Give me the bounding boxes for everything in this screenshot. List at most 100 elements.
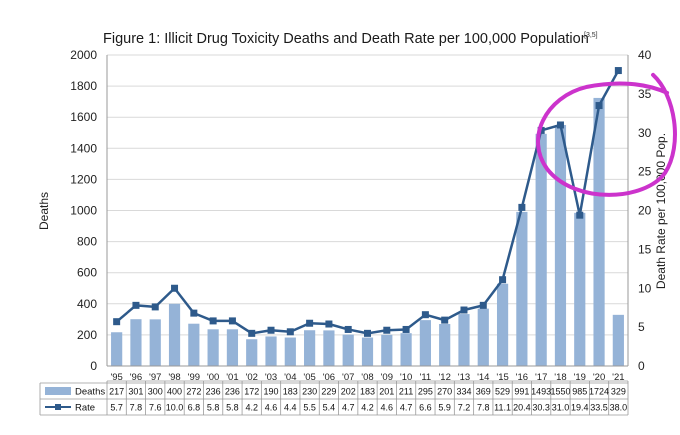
bar <box>149 319 161 366</box>
rate-point <box>364 329 371 337</box>
table-cell-deaths: 334 <box>456 387 471 397</box>
x-tick-label: '05 <box>303 372 315 383</box>
table-cell-rate: 31.0 <box>552 403 570 413</box>
y-right-tick-label: 15 <box>638 242 652 256</box>
x-tick-label: '03 <box>265 372 277 383</box>
table-cell-deaths: 230 <box>302 387 317 397</box>
y-left-tick-label: 1800 <box>70 79 97 93</box>
table-cell-rate: 19.4 <box>571 403 589 413</box>
rate-point <box>171 284 179 292</box>
x-tick-label: '95 <box>110 372 122 383</box>
bar <box>130 319 142 366</box>
rate-point <box>402 325 410 333</box>
y-axis-right-title: Death Rate per 100,000 Pop. <box>654 133 668 289</box>
bar <box>419 320 431 366</box>
bar <box>246 339 258 366</box>
y-left-tick-label: 2000 <box>70 48 97 62</box>
table-cell-rate: 5.9 <box>438 403 451 413</box>
rate-point <box>479 301 487 309</box>
x-tick-label: '07 <box>342 372 354 383</box>
y-right-tick-label: 25 <box>638 165 652 179</box>
table-cell-rate: 4.7 <box>400 403 413 413</box>
bar <box>188 323 200 366</box>
table-cell-deaths: 229 <box>321 387 336 397</box>
legend-label-rate: Rate <box>75 403 95 414</box>
table-cell-deaths: 183 <box>360 387 375 397</box>
table-cell-rate: 7.8 <box>477 403 490 413</box>
legend-key-deaths <box>45 387 71 395</box>
table-cell-deaths: 190 <box>264 387 279 397</box>
bar <box>496 283 509 366</box>
rate-point <box>518 203 526 211</box>
y-right-tick-label: 35 <box>638 87 652 101</box>
table-cell-deaths: 529 <box>495 387 510 397</box>
table-cell-deaths: 236 <box>206 387 221 397</box>
bar <box>439 324 451 366</box>
table-cell-rate: 7.8 <box>130 403 143 413</box>
bar <box>593 97 605 366</box>
bar <box>304 330 316 366</box>
bar <box>361 337 374 366</box>
table-cell-rate: 10.0 <box>166 403 184 413</box>
rate-point <box>614 67 622 75</box>
rate-point <box>460 306 468 314</box>
table-cell-deaths: 301 <box>128 387 143 397</box>
x-tick-label: '21 <box>612 372 624 383</box>
x-tick-label: '04 <box>284 372 296 383</box>
bar <box>400 333 412 366</box>
y-right-tick-label: 40 <box>638 48 652 62</box>
rate-point <box>499 276 507 284</box>
x-tick-label: '20 <box>593 372 605 383</box>
rate-point <box>248 329 256 337</box>
table-cell-deaths: 300 <box>148 387 163 397</box>
table-cell-rate: 5.7 <box>110 403 123 413</box>
x-tick-label: '99 <box>188 372 200 383</box>
rate-point <box>113 318 121 326</box>
table-cell-rate: 38.0 <box>610 403 628 413</box>
bar <box>516 211 528 366</box>
table-cell-rate: 6.8 <box>188 403 201 413</box>
rate-point <box>421 311 429 319</box>
table-cell-deaths: 1493 <box>531 387 551 397</box>
x-tick-label: '97 <box>149 372 161 383</box>
table-cell-deaths: 272 <box>186 387 201 397</box>
rate-point <box>441 316 449 324</box>
y-left-tick-label: 1000 <box>70 204 97 218</box>
chart-title-superscript: [3,5] <box>584 32 598 39</box>
rate-point <box>190 309 198 317</box>
table-cell-deaths: 985 <box>572 387 587 397</box>
table-cell-deaths: 329 <box>611 387 626 397</box>
bar <box>323 330 335 366</box>
x-tick-label: '18 <box>554 372 566 383</box>
table-cell-deaths: 172 <box>244 387 259 397</box>
x-tick-label: '19 <box>574 372 586 383</box>
rate-point <box>576 211 584 219</box>
table-cell-rate: 30.3 <box>532 403 550 413</box>
x-tick-label: '09 <box>381 372 393 383</box>
bar <box>574 212 586 366</box>
y-left-tick-label: 0 <box>90 359 97 373</box>
bar <box>535 133 547 366</box>
y-left-tick-label: 200 <box>77 328 97 342</box>
table-cell-deaths: 991 <box>514 387 529 397</box>
bar <box>554 124 567 366</box>
x-tick-label: '06 <box>323 372 335 383</box>
x-tick-label: '15 <box>496 372 508 383</box>
table-cell-rate: 4.6 <box>265 403 278 413</box>
table-cell-rate: 33.5 <box>590 403 608 413</box>
table-cell-rate: 4.6 <box>381 403 394 413</box>
rate-point <box>383 326 391 334</box>
y-axis-left-title: Deaths <box>37 192 51 230</box>
rate-point <box>151 303 159 311</box>
rate-point <box>267 326 275 334</box>
y-left-tick-label: 400 <box>77 297 97 311</box>
y-right-tick-label: 30 <box>638 126 652 140</box>
x-tick-label: '14 <box>477 372 489 383</box>
rate-point <box>209 317 217 325</box>
table-cell-deaths: 1550 <box>550 387 570 397</box>
bar <box>381 334 393 366</box>
table-cell-rate: 7.2 <box>458 403 471 413</box>
table-cell-deaths: 202 <box>341 387 356 397</box>
x-tick-label: '02 <box>246 372 258 383</box>
